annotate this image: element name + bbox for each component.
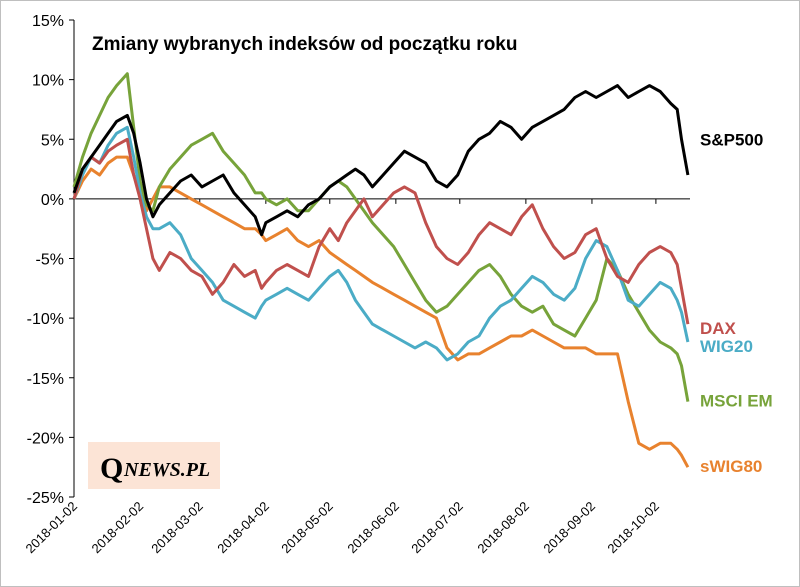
y-tick-label: -20% (27, 430, 64, 447)
series-label-s-p500: S&P500 (700, 130, 763, 149)
y-tick-label: -15% (27, 371, 64, 388)
series-line-msci-em (72, 72, 690, 402)
y-axis: 15% 10% 5% 0% -5% -10% -15% -20% -25% (27, 13, 75, 507)
brand-logo: Q NEWS.PL (88, 442, 220, 489)
chart-title: Zmiany wybranych indeksów od początku ro… (92, 34, 517, 55)
y-tick-label: -25% (27, 490, 64, 507)
series-line-dax (72, 137, 690, 325)
brand-logo-q: Q (100, 452, 123, 485)
y-tick-label: -10% (27, 311, 64, 328)
series-label-wig20: WIG20 (700, 337, 753, 356)
series-label-dax: DAX (700, 319, 737, 338)
y-tick-label: 0% (41, 192, 64, 209)
brand-logo-background (88, 442, 220, 489)
series-label-swig80: sWIG80 (700, 457, 762, 476)
y-tick-label: 15% (32, 13, 64, 30)
y-tick-label: 5% (41, 132, 64, 149)
y-tick-label: 10% (32, 73, 64, 90)
series-lines (72, 72, 690, 468)
series-label-msci-em: MSCI EM (700, 392, 773, 411)
brand-logo-text: NEWS.PL (123, 459, 210, 481)
series-line-wig20 (72, 125, 690, 362)
y-tick-label: -5% (36, 252, 64, 269)
series-line-s-p500 (72, 84, 690, 237)
